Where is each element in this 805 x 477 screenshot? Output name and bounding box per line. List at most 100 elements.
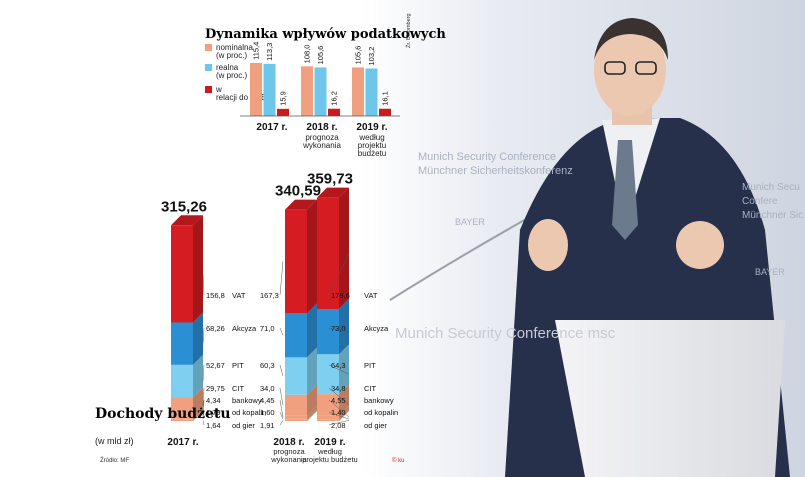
series-name-label: Akcyza — [232, 324, 257, 333]
leader-line — [328, 399, 350, 418]
stack-segment — [285, 418, 307, 420]
source-bottom: Źródło: MF — [100, 457, 129, 464]
leader-line — [279, 411, 284, 420]
right-hand — [676, 221, 724, 269]
wall-text: Münchner Sic — [742, 210, 803, 221]
leader-line — [328, 253, 350, 296]
bottom-chart-subtitle: (w mld zł) — [95, 436, 134, 446]
stack-segment — [317, 197, 339, 309]
leader-line — [202, 327, 205, 344]
stack-cap — [171, 215, 203, 226]
leader-line — [202, 273, 205, 296]
wall-text: Confere — [742, 196, 778, 207]
stacked-labels: 315,26 156,8 VAT 68,26 Akcyza 52,67 PIT 29,75 CI… — [161, 171, 398, 430]
top-category-sublabel: według — [358, 133, 384, 142]
total-label: 359,73 — [307, 171, 353, 188]
stack-segment-side — [307, 409, 317, 421]
stack-value-label: 167,3 — [260, 291, 279, 300]
stack-value-label: 60,3 — [260, 361, 275, 370]
legend-label-2: realna — [216, 63, 239, 72]
leader-line — [328, 420, 350, 426]
top-bar — [277, 108, 289, 116]
series-name-label: bankowy — [232, 396, 262, 405]
bottom-category-label: 2019 r. — [314, 437, 345, 448]
source-top: Źr. Bloomberg — [405, 13, 412, 48]
top-value-label: 115,4 — [252, 42, 261, 60]
bottom-category-sublabel: projektu budżetu — [302, 455, 357, 464]
stack-segment-side — [339, 405, 349, 419]
stack-value-label: 4,45 — [260, 396, 275, 405]
stack-segment-side — [339, 344, 349, 395]
stack-segment-side — [193, 312, 203, 365]
stack-segment-side — [193, 405, 203, 419]
stack-value-label: 1,64 — [206, 421, 221, 430]
wall-text: Munich Security Conference — [418, 151, 556, 163]
bottom-category-label: 2018 r. — [273, 437, 304, 448]
stack-segment — [317, 419, 339, 421]
top-bar — [365, 68, 378, 116]
wall-text: BAYER — [455, 217, 485, 227]
podium-text: Munich Security Conference msc — [395, 325, 616, 342]
wall-text: BAYER — [755, 267, 785, 277]
stack-segment-side — [339, 408, 349, 420]
leader-line — [202, 399, 205, 418]
top-category-sublabel: projektu — [358, 141, 386, 150]
stack-segment — [171, 419, 193, 421]
series-name-label: od gier — [364, 421, 387, 430]
series-name-label: VAT — [232, 291, 246, 300]
top-bar — [263, 63, 276, 116]
stack-segment-side — [339, 187, 349, 309]
series-name-label: bankowy — [364, 396, 394, 405]
top-bar — [379, 108, 391, 116]
series-name-label: Akcyza — [364, 324, 389, 333]
legend-label-1-cont: (w proc.) — [216, 51, 247, 60]
stack-value-label: 29,75 — [206, 384, 225, 393]
stack-value-label: 179,6 — [331, 291, 350, 300]
stack-value-label: 34,0 — [260, 384, 275, 393]
leader-line — [279, 327, 284, 336]
top-bar — [328, 108, 340, 116]
stack-segment-side — [193, 408, 203, 420]
top-bar — [314, 67, 327, 116]
stack-segment — [317, 415, 339, 419]
stack-value-label: 2,08 — [331, 421, 346, 430]
stack-value-label: 156,8 — [206, 291, 225, 300]
stack-segment-side — [193, 409, 203, 421]
total-label: 315,26 — [161, 198, 207, 215]
tie-shape — [612, 140, 638, 240]
stack-cap — [285, 199, 317, 210]
left-hand — [528, 219, 568, 271]
glasses-icon — [604, 61, 626, 75]
wall-text: Munich Secu — [742, 182, 800, 193]
stack-value-label: 4,55 — [331, 396, 346, 405]
stack-segment — [285, 415, 307, 419]
series-name-label: CIT — [364, 384, 377, 393]
legend-label-1: nominalna — [216, 43, 253, 52]
stack-segment — [285, 419, 307, 421]
leader-line — [279, 387, 284, 406]
leader-line — [202, 420, 205, 426]
leader-line — [279, 399, 284, 418]
bottom-category-sublabel: według — [317, 447, 342, 456]
stack-value-label: 68,26 — [206, 324, 225, 333]
stack-segment — [171, 225, 193, 323]
leader-line — [279, 261, 284, 296]
top-legend: nominalna(w proc.)realna(w proc.)wrelacj… — [205, 43, 266, 102]
top-category-label: 2017 r. — [256, 122, 287, 133]
wall-text: Münchner Sicherheitskonferenz — [418, 165, 573, 177]
top-value-label: 108,0 — [303, 45, 312, 64]
bottom-chart-title-1: Dochody budżetu — [95, 406, 231, 422]
total-label: 340,59 — [275, 183, 321, 200]
top-value-label: 103,2 — [367, 47, 376, 66]
stack-segment — [317, 394, 339, 416]
stack-segment-side — [307, 347, 317, 395]
series-name-label: CIT — [232, 384, 245, 393]
stack-segment-side — [307, 405, 317, 419]
bottom-category-sublabel: wykonania — [270, 455, 307, 464]
stack-segment-side — [339, 384, 349, 416]
top-category-sublabel: prognoza — [305, 133, 339, 142]
stack-segment-side — [307, 199, 317, 314]
stack-value-label: 1,60 — [260, 408, 275, 417]
stack-value-label: 73,0 — [331, 324, 346, 333]
